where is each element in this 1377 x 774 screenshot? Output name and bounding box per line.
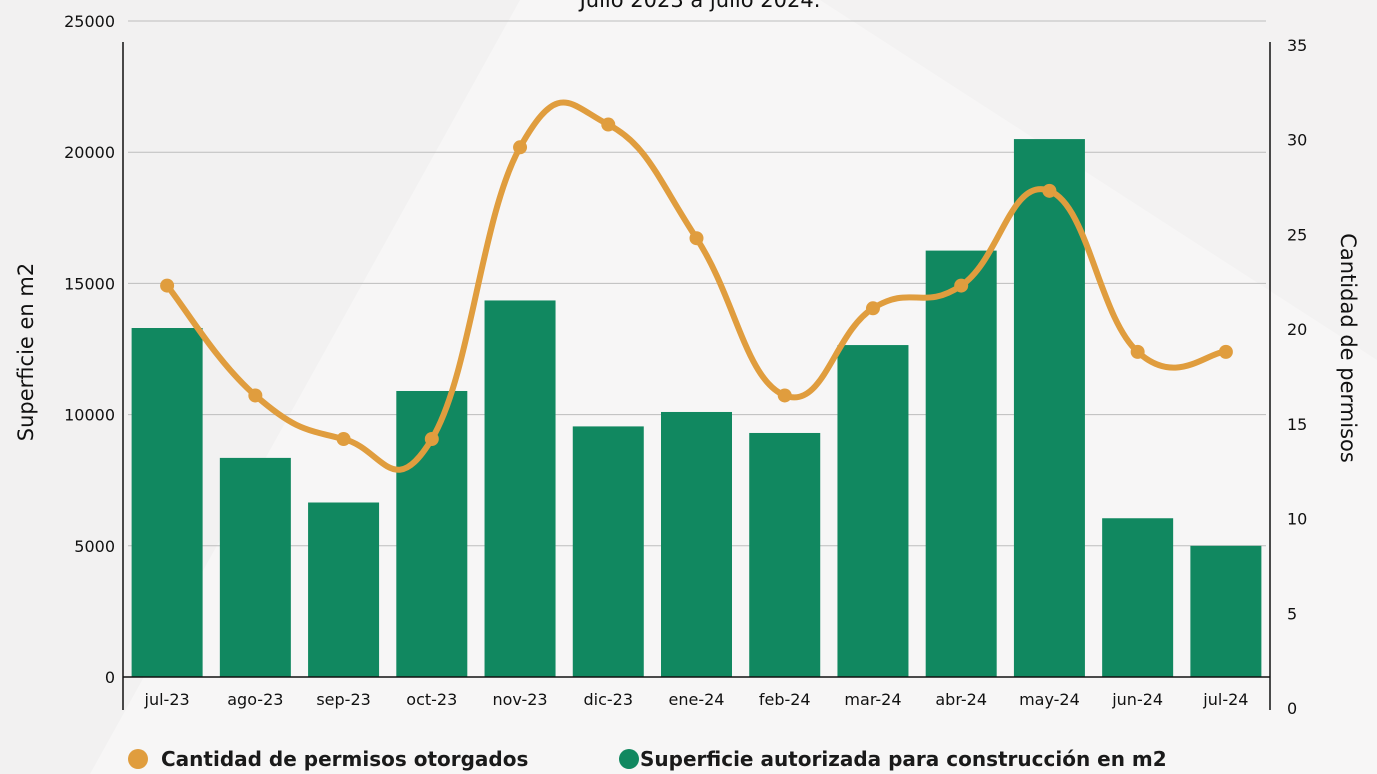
line-point [1130, 344, 1145, 359]
line-point [160, 278, 175, 293]
axes: 0 5000 10000 15000 20000 25000 0 5 10 15 20 25 30 35 j… [64, 12, 1307, 718]
bar [661, 411, 732, 677]
bar [484, 300, 556, 677]
y-right-tick-label: 35 [1287, 36, 1307, 55]
x-tick-label: abr-24 [935, 690, 987, 709]
line-series [160, 99, 1233, 473]
line-point [865, 301, 880, 316]
line-point [689, 231, 704, 246]
bar [837, 345, 909, 677]
y-axis-left-title: Superficie en m2 [14, 263, 38, 441]
x-tick-label: ene-24 [669, 690, 725, 709]
y-right-tick-label: 15 [1287, 415, 1307, 434]
line-point [1218, 344, 1233, 359]
y-axis-right-title: Cantidad de permisos [1336, 233, 1360, 463]
y-right-tick-label: 30 [1287, 131, 1307, 150]
y-left-tick-label: 15000 [64, 274, 115, 293]
bar [219, 457, 291, 677]
y-left-tick-label: 10000 [64, 406, 115, 425]
y-left-tick-label: 25000 [64, 12, 115, 31]
x-tick-label: dic-23 [584, 690, 634, 709]
legend: Cantidad de permisos otorgados Superfici… [128, 747, 1167, 771]
legend-bar-swatch [619, 749, 639, 769]
background-shape [0, 0, 520, 774]
y-right-tick-label: 20 [1287, 320, 1307, 339]
x-tick-label: feb-24 [759, 690, 811, 709]
x-tick-label: oct-23 [406, 690, 457, 709]
line-point [1042, 183, 1057, 198]
line-point [601, 117, 616, 132]
x-tick-label: ago-23 [227, 690, 283, 709]
bar [925, 250, 997, 677]
y-left-tick-label: 0 [105, 668, 115, 687]
line-point [513, 140, 528, 155]
bar [1013, 139, 1085, 677]
line-point [248, 388, 263, 403]
legend-bar-label: Superficie autorizada para construcción … [640, 747, 1167, 771]
y-right-tick-label: 10 [1287, 510, 1307, 529]
line-point [336, 432, 351, 447]
background-shape [820, 0, 1377, 360]
line-point [424, 432, 439, 447]
chart-subtitle: Julio 2023 a julio 2024. [578, 0, 821, 12]
bar [1190, 545, 1262, 677]
bar [131, 328, 203, 677]
line-point [777, 388, 792, 403]
bar-series [131, 139, 1262, 677]
x-tick-label: sep-23 [316, 690, 370, 709]
bar [749, 432, 821, 677]
legend-line-label: Cantidad de permisos otorgados [161, 747, 528, 771]
x-tick-label: mar-24 [844, 690, 901, 709]
x-tick-label: jul-24 [1202, 690, 1248, 709]
y-right-tick-label: 25 [1287, 225, 1307, 244]
line-point [954, 278, 969, 293]
x-tick-label: jun-24 [1111, 690, 1163, 709]
bar [1102, 518, 1174, 677]
y-right-tick-label: 5 [1287, 604, 1297, 623]
x-tick-label: may-24 [1019, 690, 1080, 709]
bar [572, 426, 644, 677]
x-tick-label: nov-23 [492, 690, 547, 709]
legend-line-swatch [128, 749, 148, 769]
y-left-tick-label: 5000 [74, 537, 115, 556]
bar [308, 502, 380, 677]
x-tick-label: jul-23 [144, 690, 190, 709]
y-left-tick-label: 20000 [64, 143, 115, 162]
y-right-tick-label: 0 [1287, 699, 1297, 718]
